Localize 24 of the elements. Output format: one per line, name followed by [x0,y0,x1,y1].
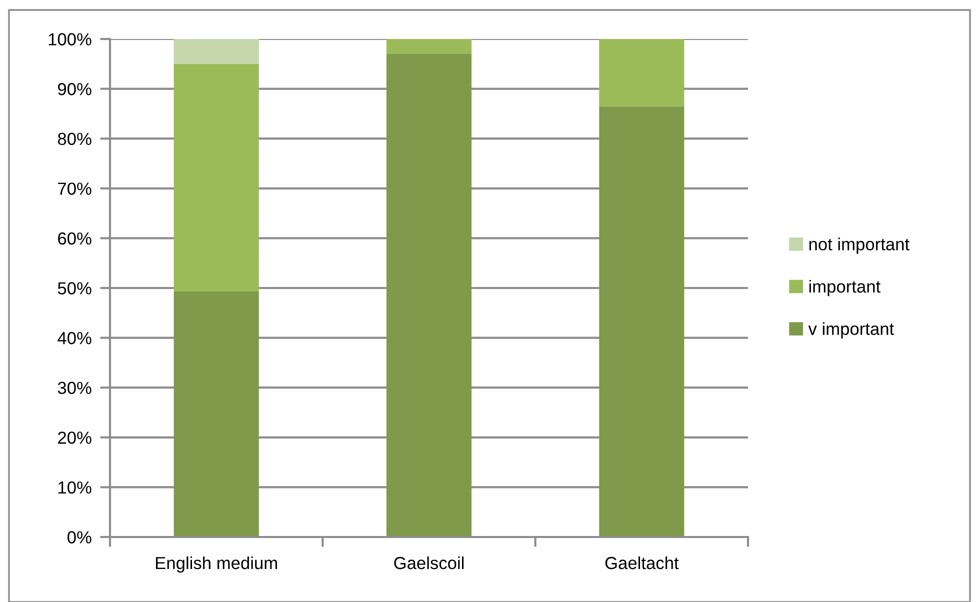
y-tick-label: 20% [58,432,92,444]
legend-label: v important [808,322,894,338]
bar [386,54,472,537]
legend-label: not important [809,238,910,254]
y-tick-label: 30% [58,382,92,394]
bar [599,39,684,106]
x-tick-label: English medium [156,556,277,573]
y-tick-label: 40% [58,332,92,344]
bar [599,106,684,537]
x-tick-label: Gaeltacht [605,556,679,570]
bar [174,39,259,64]
y-tick-label: 90% [58,82,92,96]
y-tick-label: 80% [58,132,92,146]
legend-label: important [809,280,880,296]
y-tick-label: 50% [58,282,92,294]
bar [386,39,472,54]
bar [174,291,259,537]
y-tick-label: 0% [68,531,92,544]
y-tick-label: 60% [58,232,92,245]
y-tick-label: 70% [58,182,92,195]
bar [174,64,259,292]
x-tick-label: Gaelscoil [394,556,464,570]
y-tick-label: 10% [58,481,92,494]
y-tick-label: 100% [48,33,92,46]
